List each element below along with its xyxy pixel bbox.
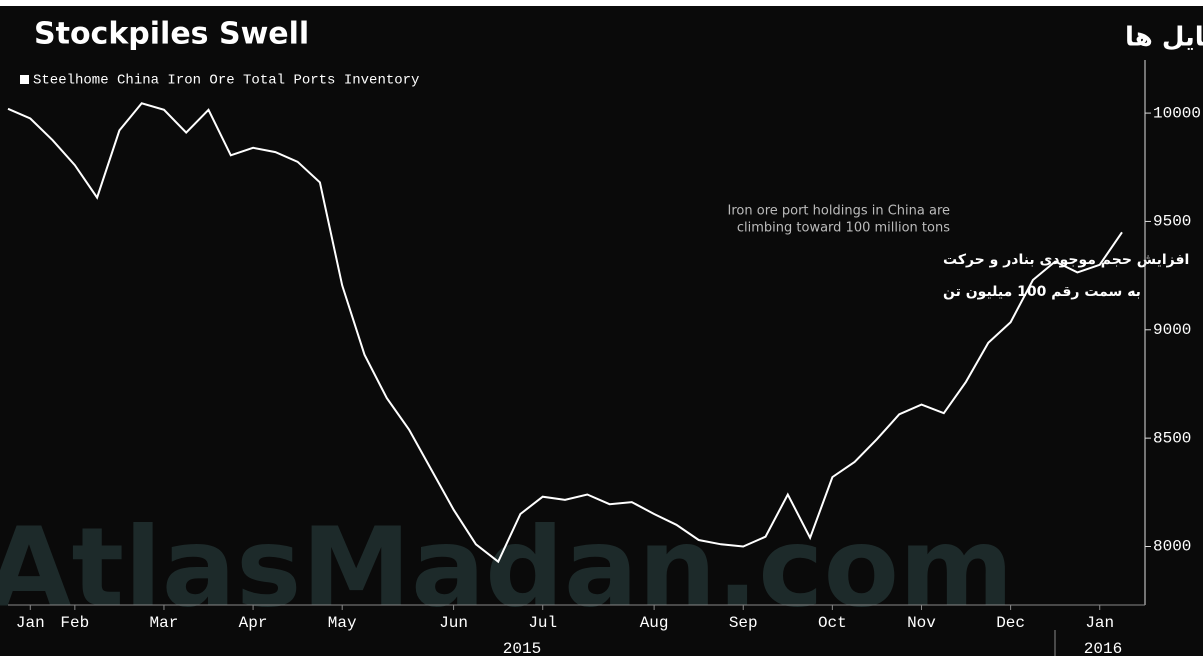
- x-tick-label: Jan: [16, 614, 45, 632]
- chart-title: Stockpiles Swell: [34, 17, 309, 52]
- x-group-label: 2016: [1084, 640, 1122, 656]
- x-tick-label: Oct: [818, 614, 847, 632]
- y-tick-label: 9500: [1153, 213, 1191, 231]
- x-tick-label: Feb: [60, 614, 89, 632]
- annotation-fa: افزایش حجم موجودی بنادر و حرکت: [943, 252, 1189, 268]
- y-tick-label: 8000: [1153, 538, 1191, 556]
- x-tick-label: Sep: [729, 614, 758, 632]
- x-tick-label: Dec: [996, 614, 1025, 632]
- x-tick-label: Jun: [439, 614, 468, 632]
- x-tick-label: Jan: [1085, 614, 1114, 632]
- y-tick-label: 8500: [1153, 429, 1191, 447]
- data-line: [7, 102, 1123, 564]
- x-tick-label: May: [328, 614, 357, 632]
- x-tick-label: Jul: [528, 614, 557, 632]
- annotation-fa: به سمت رقم 100 میلیون تن: [943, 284, 1141, 300]
- x-tick-label: Mar: [150, 614, 179, 632]
- annotation: climbing toward 100 million tons: [737, 221, 950, 236]
- x-tick-label: Aug: [640, 614, 669, 632]
- chart-title-fa: تورم حجم استوک پایل ها: [1125, 23, 1203, 53]
- legend-label: Steelhome China Iron Ore Total Ports Inv…: [33, 73, 419, 89]
- y-tick-label: 10000: [1153, 104, 1201, 122]
- x-group-label: 2015: [503, 640, 541, 656]
- annotation: Iron ore port holdings in China are: [728, 204, 950, 219]
- watermark: AtlasMadan.com: [0, 503, 1014, 631]
- legend-swatch: [20, 75, 29, 84]
- y-tick-label: 9000: [1153, 321, 1191, 339]
- x-tick-label: Nov: [907, 614, 936, 632]
- x-tick-label: Apr: [239, 614, 268, 632]
